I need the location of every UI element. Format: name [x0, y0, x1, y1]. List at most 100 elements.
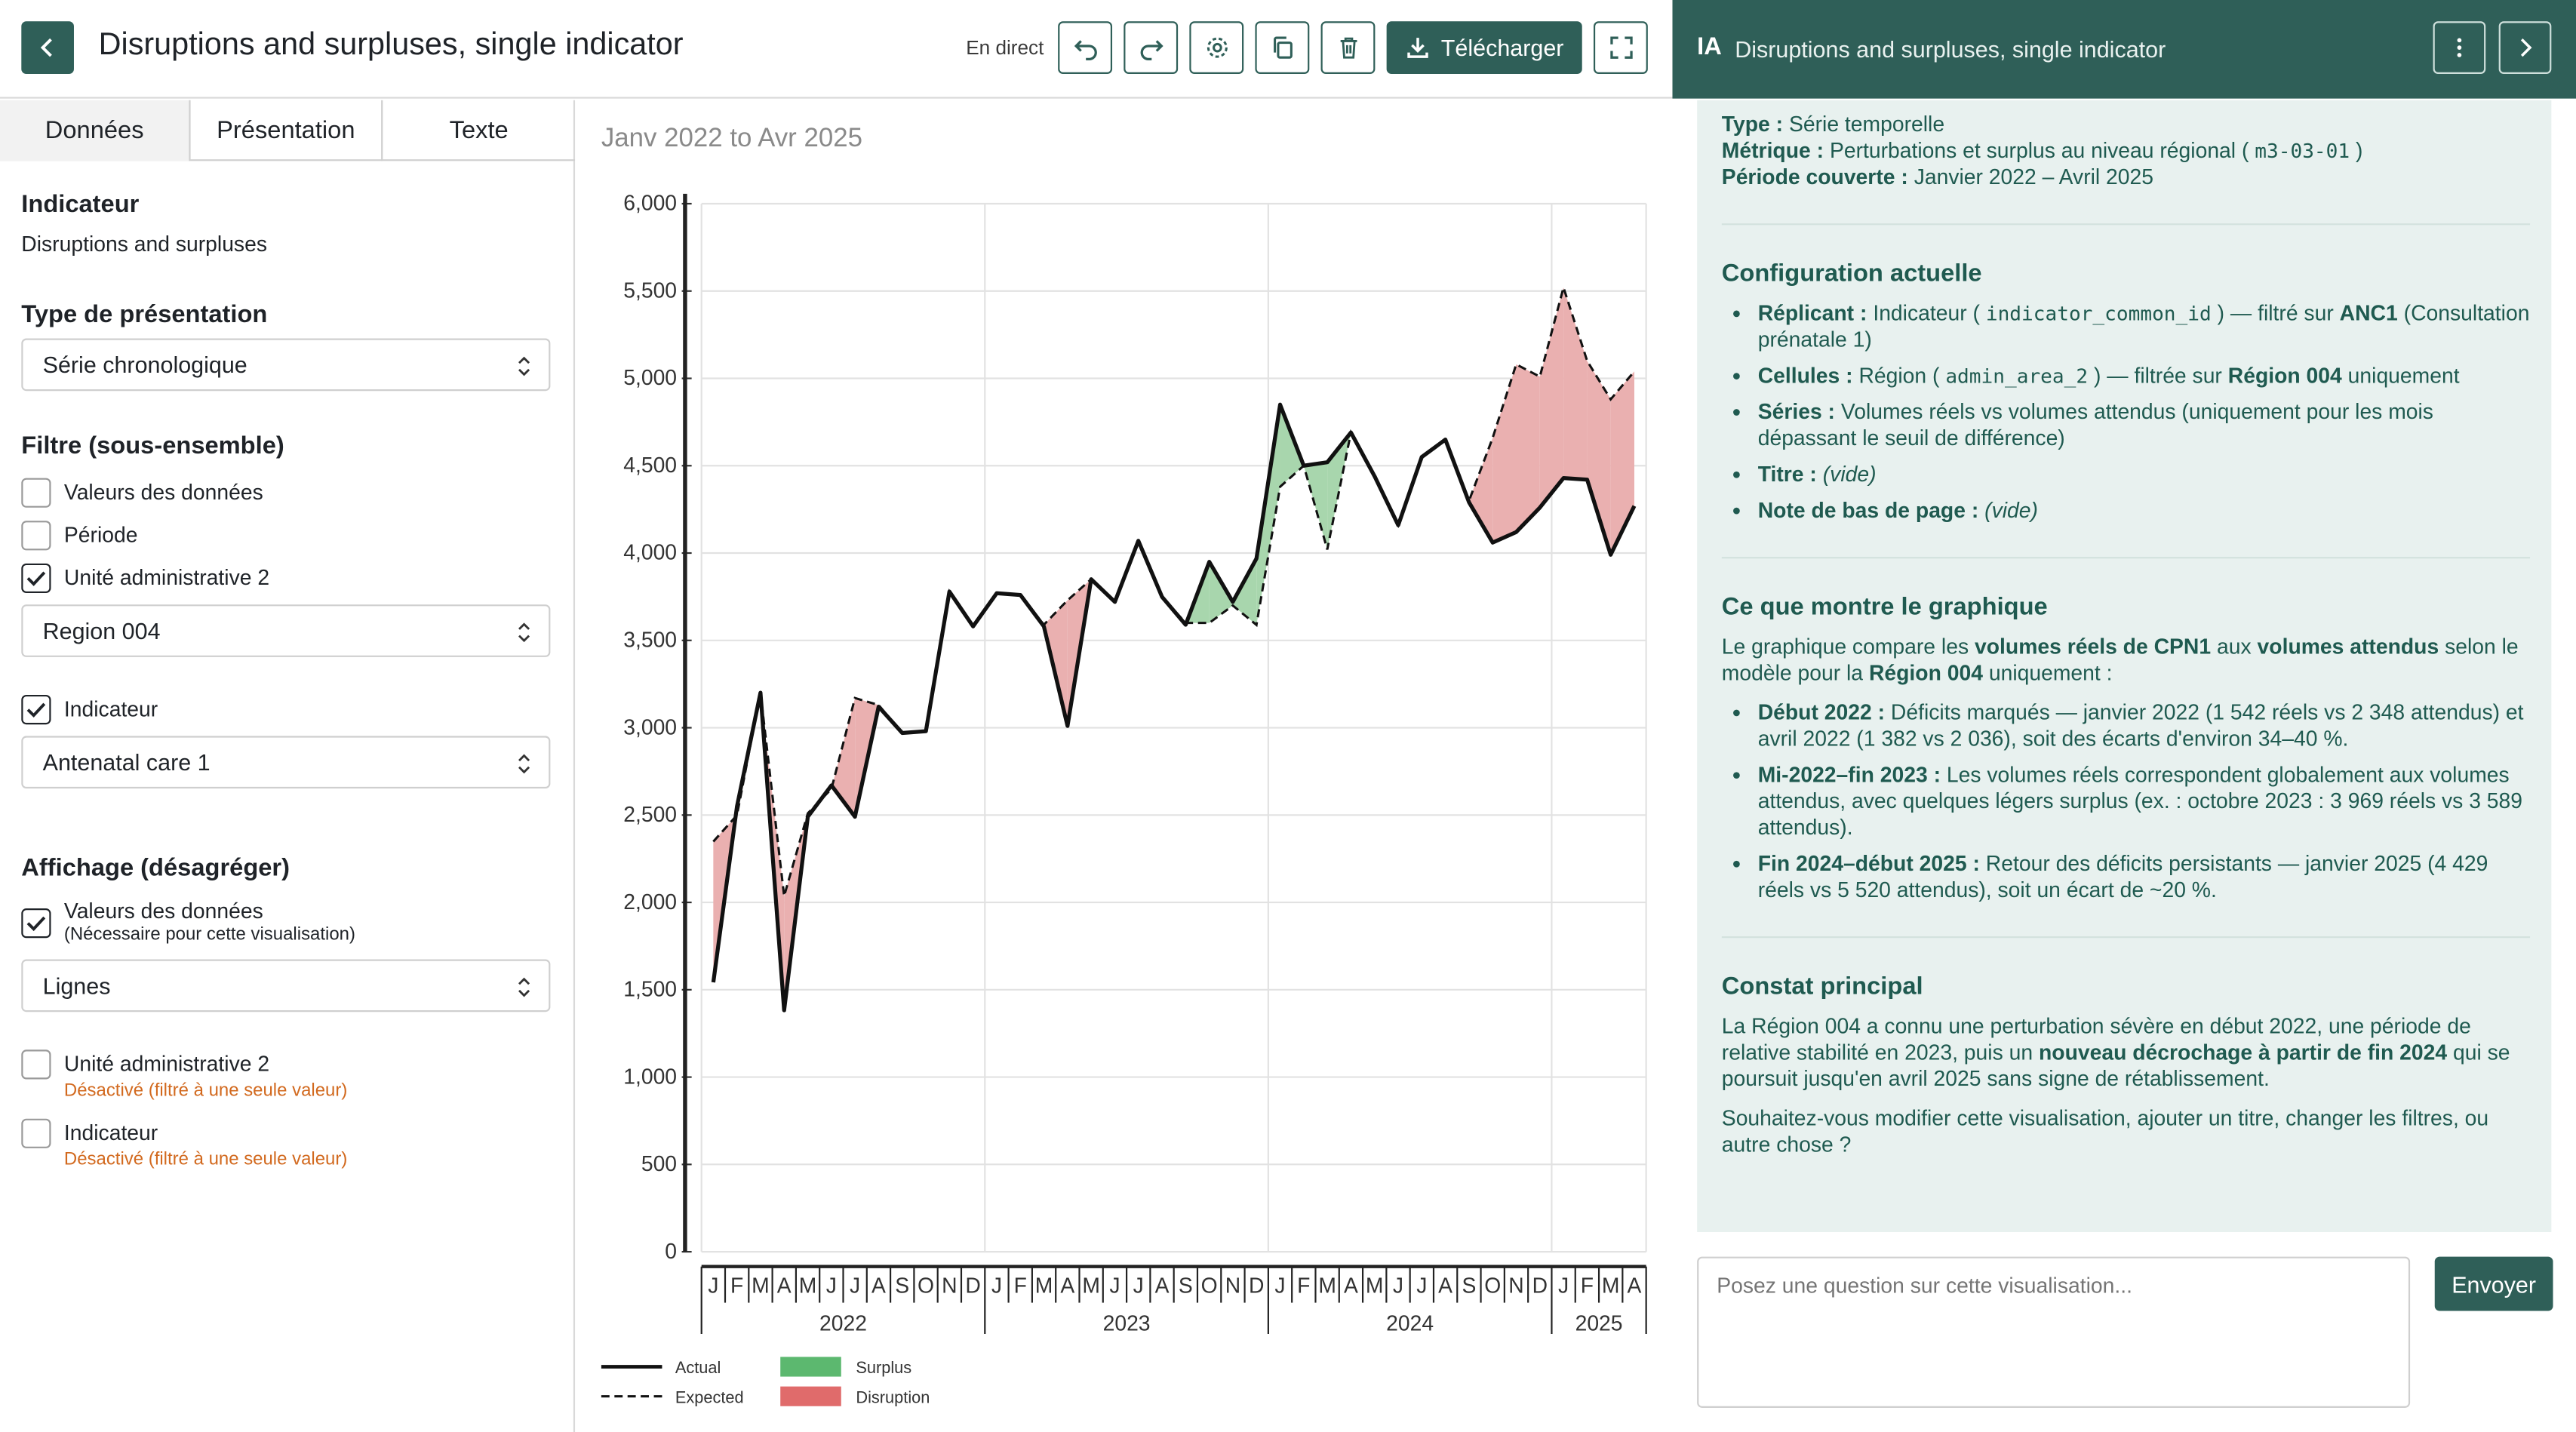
- x-month-label: D: [1249, 1274, 1264, 1298]
- display-heading: Affichage (désagréger): [21, 854, 290, 883]
- tab-bar: Données Présentation Texte: [0, 100, 576, 161]
- x-year-label: 2022: [819, 1311, 867, 1335]
- legend-label-expected: Expected: [675, 1387, 744, 1406]
- indicator-select[interactable]: Antenatal care 1: [21, 736, 551, 789]
- x-month-label: J: [708, 1274, 718, 1298]
- tab-data[interactable]: Données: [0, 100, 191, 161]
- x-month-label: F: [1014, 1274, 1027, 1298]
- tab-text[interactable]: Texte: [449, 116, 509, 145]
- disagg-admin-checkbox[interactable]: [21, 1049, 51, 1080]
- settings-button[interactable]: [1189, 21, 1244, 74]
- disruption-area: [832, 698, 856, 817]
- list-item: Note de bas de page : (vide): [1758, 498, 2530, 524]
- list-item: Mi-2022–fin 2023 : Les volumes réels cor…: [1758, 762, 2530, 841]
- divider: [1721, 223, 2531, 226]
- x-month-label: M: [752, 1274, 770, 1298]
- config-heading: Configuration actuelle: [1721, 260, 1982, 288]
- redo-button[interactable]: [1124, 21, 1179, 74]
- y-tick-label: 3,500: [623, 627, 677, 651]
- x-month-label: N: [942, 1274, 957, 1298]
- x-month-label: A: [777, 1274, 792, 1298]
- y-tick-label: 500: [641, 1151, 677, 1175]
- copy-icon: [1272, 36, 1292, 59]
- x-month-label: J: [1393, 1274, 1403, 1298]
- top-bar: Disruptions and surpluses, single indica…: [0, 0, 1673, 99]
- list-item: Début 2022 : Déficits marqués — janvier …: [1758, 700, 2530, 753]
- question-input[interactable]: [1697, 1256, 2411, 1408]
- fullscreen-icon: [1609, 36, 1632, 59]
- x-month-label: A: [1060, 1274, 1074, 1298]
- divider: [1721, 557, 2531, 559]
- display-values-checkbox[interactable]: [21, 908, 51, 939]
- chevron-right-icon: [2520, 38, 2532, 57]
- legend-swatch-surplus: [780, 1357, 841, 1377]
- tab-presentation[interactable]: Présentation: [191, 100, 383, 161]
- x-month-label: N: [1225, 1274, 1240, 1298]
- indicator-value: Disruptions and surpluses: [21, 231, 267, 257]
- region-select-value: Region 004: [42, 617, 161, 644]
- chevron-updown-icon: [518, 754, 530, 774]
- live-label[interactable]: En direct: [966, 35, 1044, 60]
- presentation-select[interactable]: Série chronologique: [21, 338, 551, 392]
- filter-period-checkbox[interactable]: [21, 521, 51, 551]
- assistant-collapse-button[interactable]: [2498, 21, 2552, 74]
- fullscreen-button[interactable]: [1593, 21, 1648, 74]
- check-icon: [26, 916, 46, 932]
- x-month-label: J: [850, 1274, 860, 1298]
- x-month-label: M: [1035, 1274, 1053, 1298]
- display-values-label: Valeurs des données: [63, 898, 263, 923]
- filter-admin-area-checkbox[interactable]: [21, 563, 51, 594]
- display-values-select-value: Lignes: [42, 972, 111, 999]
- disagg-indicator-label: Indicateur: [63, 1120, 158, 1145]
- time-series-chart: 0 500 1,000 1,500 2,000 2,500 3,000 3,500 4,000 4…: [601, 191, 1647, 1406]
- list-item: Fin 2024–début 2025 : Retour des déficit…: [1758, 851, 2530, 904]
- chart-area: Janv 2022 to Avr 2025 0 500 1,000 1,500 2,00…: [576, 100, 1672, 1432]
- disruption-area: [1563, 287, 1588, 480]
- assistant-panel: IA Disruptions and surpluses, single ind…: [1672, 0, 2576, 1432]
- series-line-actual: [711, 402, 1637, 1013]
- surplus-area: [1209, 561, 1233, 623]
- duplicate-button[interactable]: [1255, 21, 1310, 74]
- x-month-label: S: [895, 1274, 909, 1298]
- disagg-indicator-note: Désactivé (filtré à une seule valeur): [63, 1150, 348, 1170]
- summary-metric: Métrique : Perturbations et surplus au n…: [1721, 137, 2363, 163]
- filter-indicator-checkbox[interactable]: [21, 694, 51, 725]
- legend-label-actual: Actual: [675, 1358, 721, 1377]
- delete-button[interactable]: [1320, 21, 1376, 74]
- page-title: Disruptions and surpluses, single indica…: [98, 28, 684, 63]
- undo-button[interactable]: [1058, 21, 1113, 74]
- undo-icon: [1073, 40, 1096, 61]
- x-month-label: M: [1082, 1274, 1100, 1298]
- disagg-indicator-checkbox[interactable]: [21, 1118, 51, 1148]
- send-button[interactable]: Envoyer: [2434, 1256, 2553, 1311]
- list-item: Cellules : Région ( admin_area_2 ) — fil…: [1758, 363, 2530, 389]
- region-select[interactable]: Region 004: [21, 604, 551, 657]
- summary-period: Période couverte : Janvier 2022 – Avril …: [1721, 164, 2154, 189]
- indicator-select-value: Antenatal care 1: [42, 748, 211, 776]
- filter-period-label: Période: [63, 522, 138, 548]
- download-button[interactable]: Télécharger: [1386, 21, 1582, 74]
- back-button[interactable]: [21, 21, 74, 74]
- x-month-label: M: [1318, 1274, 1336, 1298]
- x-month-label: A: [1628, 1274, 1642, 1298]
- x-month-label: J: [1133, 1274, 1144, 1298]
- assistant-ia-label: IA: [1697, 32, 1722, 61]
- legend-label-surplus: Surplus: [856, 1358, 911, 1377]
- display-values-select[interactable]: Lignes: [21, 959, 551, 1013]
- y-tick-label: 4,500: [623, 453, 677, 477]
- gear-icon: [1206, 37, 1227, 58]
- redo-icon: [1139, 40, 1163, 61]
- y-tick-label: 3,000: [623, 714, 677, 739]
- check-icon: [26, 702, 46, 718]
- chevron-left-icon: [40, 38, 52, 57]
- x-year-label: 2025: [1575, 1311, 1623, 1335]
- x-month-label: F: [730, 1274, 743, 1298]
- chart-subtitle: Janv 2022 to Avr 2025: [601, 124, 862, 153]
- disruption-area: [1492, 364, 1517, 543]
- assistant-menu-button[interactable]: [2433, 21, 2486, 74]
- disruption-area: [1610, 371, 1635, 555]
- filter-data-values-checkbox[interactable]: [21, 478, 51, 508]
- x-month-label: A: [1438, 1274, 1452, 1298]
- settings-panel: Données Présentation Texte Indicateur Di…: [0, 100, 576, 1432]
- list-item: Séries : Volumes réels vs volumes attend…: [1758, 399, 2530, 452]
